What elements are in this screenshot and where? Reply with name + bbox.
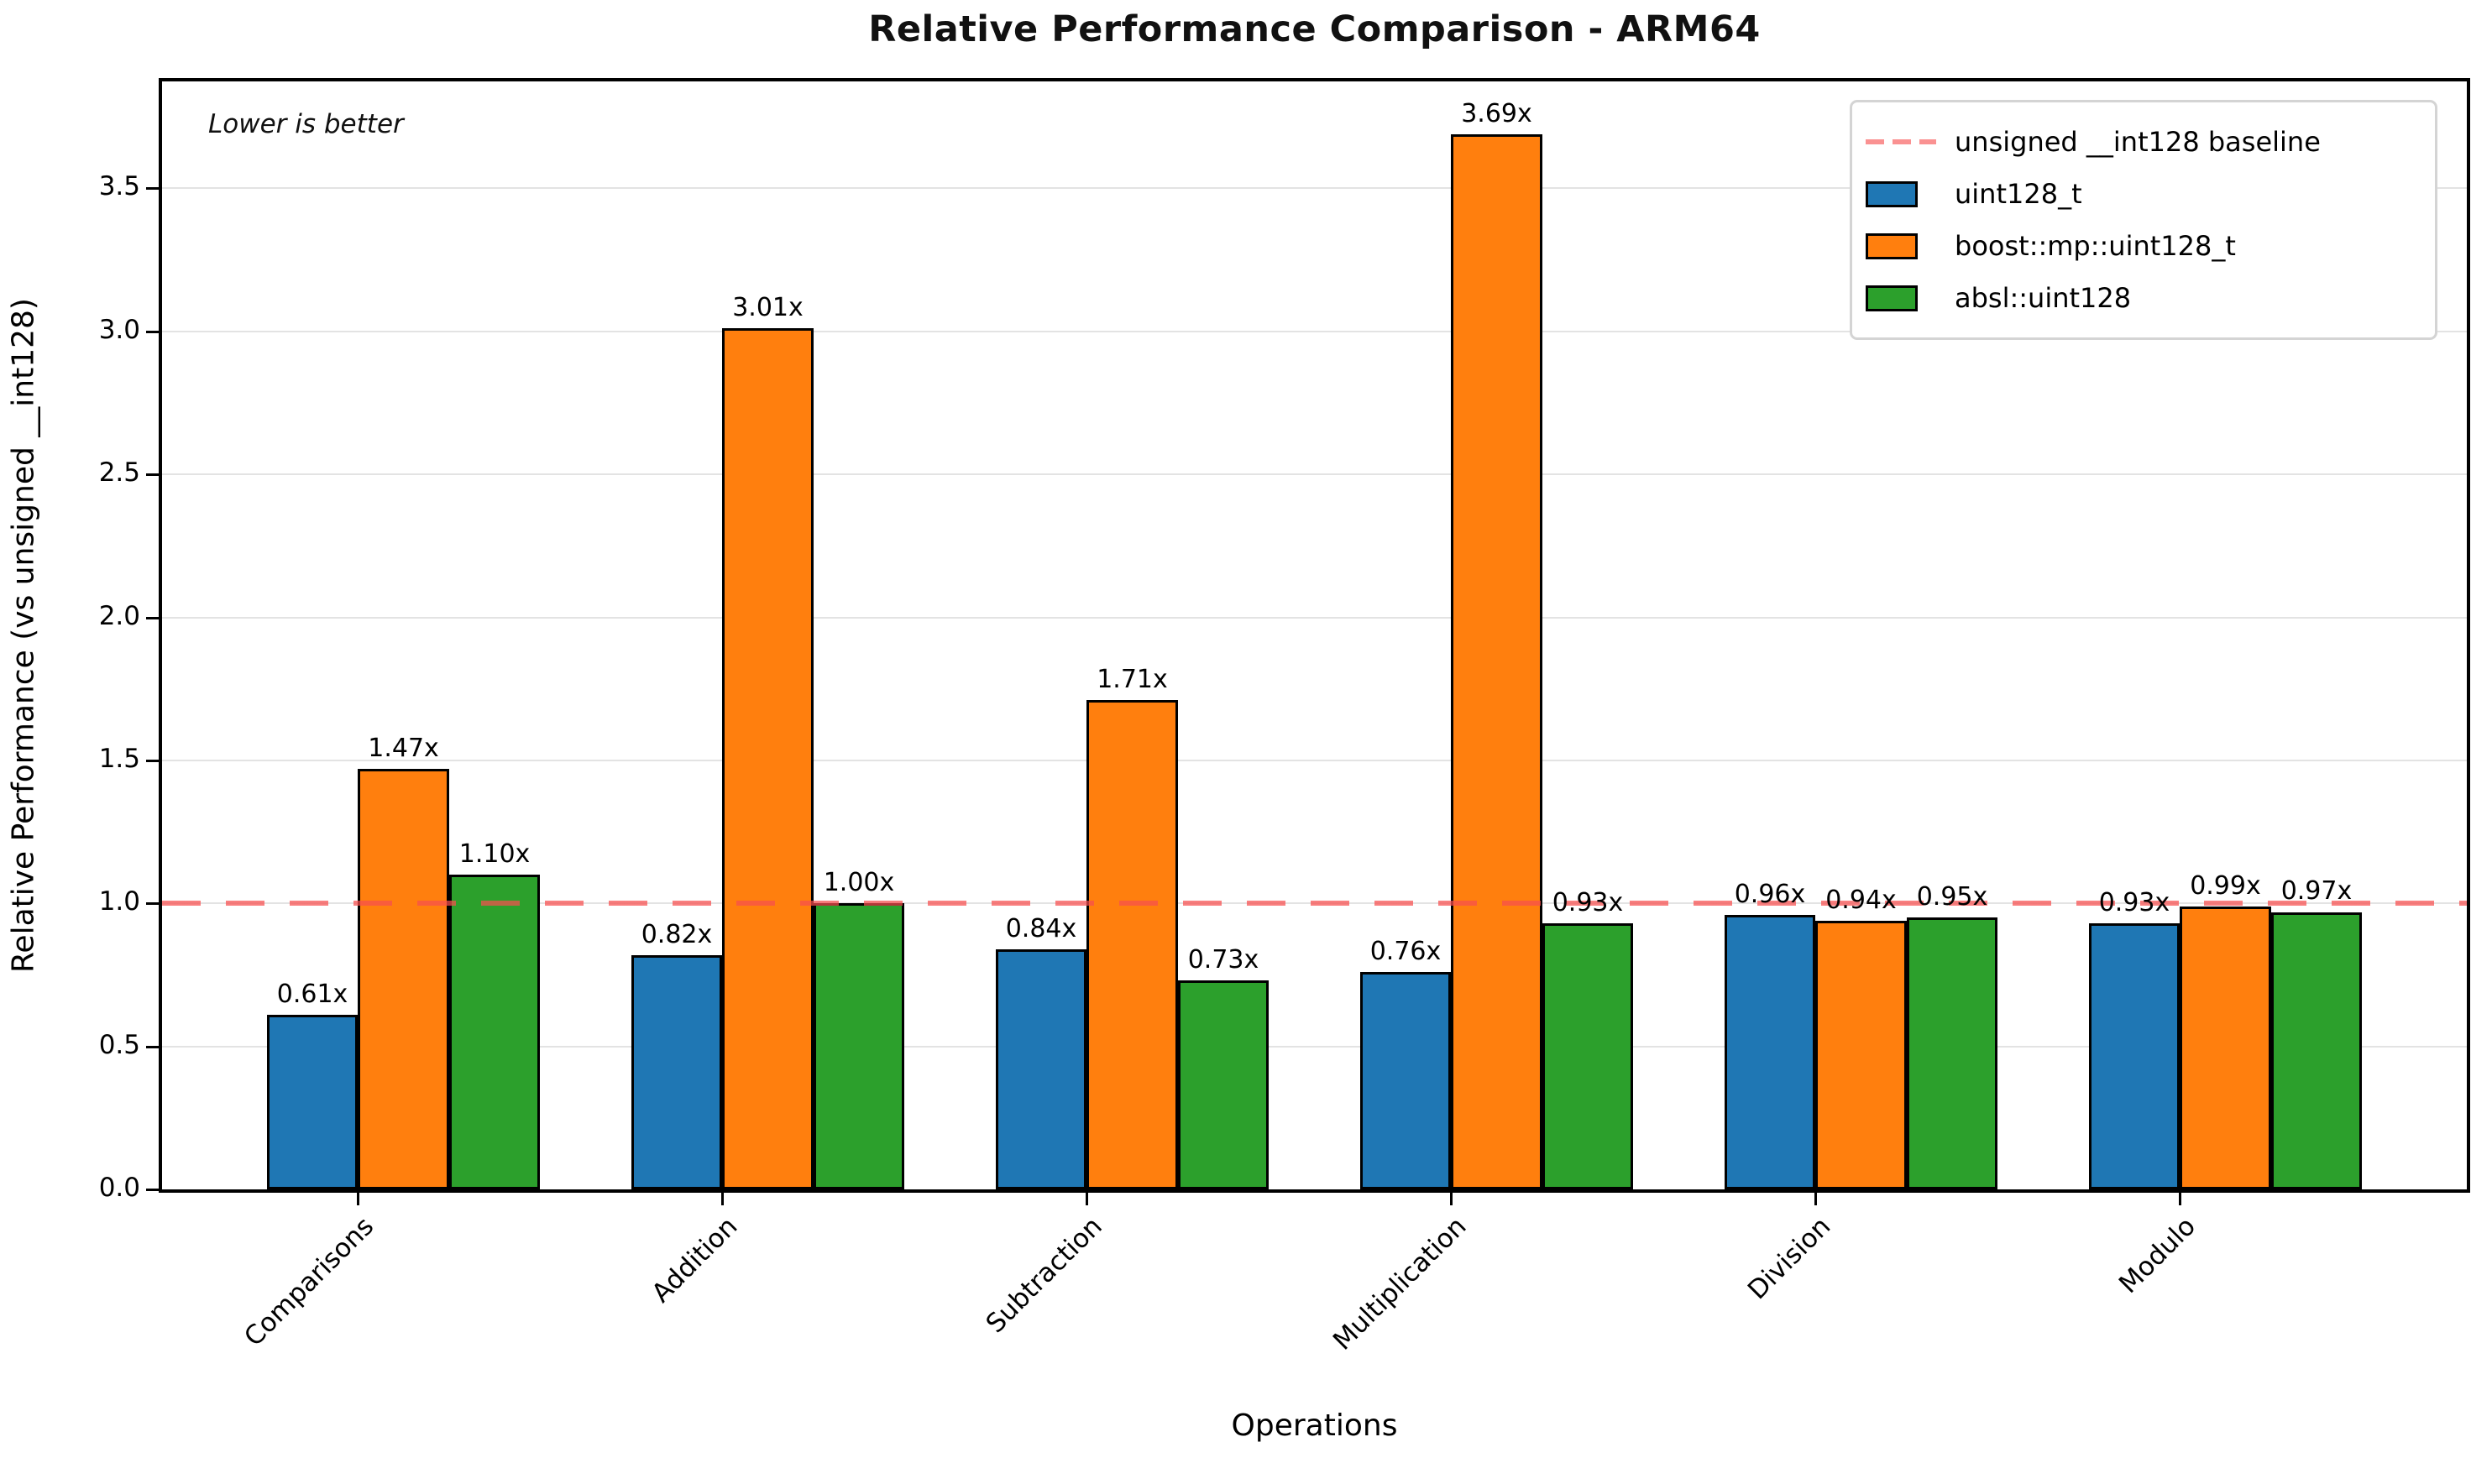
bar-value-label-absl-uint128-comparisons: 1.10x [458, 839, 531, 870]
y-tick-label-0.5: 0.5 [98, 1029, 140, 1060]
bar-value-label-boost-mp-uint128-t-subtraction: 1.71x [1097, 665, 1168, 695]
y-tick-mark-3.5 [146, 187, 159, 191]
x-tick-mark-modulo [2178, 1193, 2181, 1205]
bar-boost-mp-uint128-t-subtraction [1086, 700, 1178, 1189]
x-tick-label-addition: Addition [646, 1211, 744, 1309]
bar-value-label-uint128-t-multiplication: 0.76x [1369, 937, 1442, 967]
x-tick-label-multiplication: Multiplication [1327, 1211, 1473, 1356]
bar-uint128-t-division [1724, 914, 1816, 1189]
bar-value-label-uint128-t-modulo: 0.93x [2098, 888, 2170, 918]
y-tick-mark-3.0 [146, 330, 159, 333]
bar-value-label-uint128-t-comparisons: 0.61x [276, 980, 348, 1010]
x-tick-label-division: Division [1742, 1211, 1837, 1306]
y-axis-label: Relative Performance (vs unsigned __int1… [6, 298, 41, 973]
gridline-y-3.5 [162, 187, 2467, 190]
gridline-y-2.5 [162, 473, 2467, 476]
legend-label-absl-uint128: absl::uint128 [1955, 282, 2132, 314]
bar-value-label-uint128-t-subtraction: 0.84x [1005, 913, 1077, 943]
bar-boost-mp-uint128-t-addition [722, 328, 814, 1189]
legend-baseline-dashed-line-swatch [1866, 139, 1936, 144]
y-tick-mark-0.0 [146, 1189, 159, 1191]
baseline-line [162, 901, 2467, 907]
legend-label-baseline: unsigned __int128 baseline [1955, 126, 2321, 158]
bar-boost-mp-uint128-t-division [1815, 920, 1907, 1189]
x-axis-label: Operations [1231, 1408, 1398, 1443]
y-tick-label-1.0: 1.0 [98, 886, 140, 917]
bar-uint128-t-addition [631, 954, 723, 1189]
bar-value-label-boost-mp-uint128-t-comparisons: 1.47x [368, 734, 439, 764]
legend-row-absl-uint128: absl::uint128 [1866, 272, 2418, 324]
gridline-y-1.5 [162, 759, 2467, 761]
bar-absl-uint128-modulo [2270, 912, 2363, 1189]
y-tick-label-3.5: 3.5 [98, 171, 140, 202]
bar-absl-uint128-division [1906, 917, 1998, 1189]
legend-row-boost-mp-uint128_t: boost::mp::uint128_t [1866, 220, 2418, 272]
y-tick-mark-0.5 [146, 1045, 159, 1048]
y-tick-mark-2.0 [146, 616, 159, 619]
x-tick-mark-comparisons [356, 1193, 359, 1205]
legend-handle [1866, 233, 1936, 259]
bar-boost-mp-uint128-t-comparisons [358, 769, 449, 1189]
legend-swatch-uint128_t [1866, 180, 1918, 207]
x-tick-label-subtraction: Subtraction [980, 1211, 1108, 1340]
y-tick-label-3.0: 3.0 [98, 314, 140, 345]
bar-uint128-t-modulo [2088, 923, 2180, 1189]
y-tick-label-2.5: 2.5 [98, 457, 140, 489]
y-tick-label-0.0: 0.0 [98, 1173, 140, 1203]
legend-handle [1866, 180, 1936, 207]
bar-uint128-t-subtraction [995, 948, 1087, 1189]
legend-row-baseline: unsigned __int128 baseline [1866, 116, 2418, 168]
bar-value-label-boost-mp-uint128-t-addition: 3.01x [732, 293, 804, 323]
x-tick-mark-subtraction [1085, 1193, 1088, 1205]
chart-title: Relative Performance Comparison - ARM64 [868, 8, 1761, 50]
bar-value-label-absl-uint128-subtraction: 0.73x [1187, 945, 1259, 975]
legend: unsigned __int128 baseline uint128_t boo… [1850, 100, 2437, 340]
legend-label-uint128_t: uint128_t [1955, 178, 2082, 210]
gridline-y-2.0 [162, 616, 2467, 619]
bar-value-label-boost-mp-uint128-t-modulo: 0.99x [2190, 870, 2261, 901]
bar-value-label-boost-mp-uint128-t-division: 0.94x [1825, 885, 1897, 915]
x-tick-label-comparisons: Comparisons [238, 1211, 380, 1353]
bar-absl-uint128-subtraction [1177, 980, 1270, 1189]
x-tick-mark-division [1814, 1193, 1817, 1205]
annotation-lower-is-better: Lower is better [208, 109, 404, 139]
y-tick-mark-1.5 [146, 759, 159, 762]
bar-boost-mp-uint128-t-modulo [2180, 906, 2271, 1189]
y-tick-mark-2.5 [146, 473, 159, 477]
gridline-y-0.5 [162, 1045, 2467, 1048]
x-tick-mark-addition [720, 1193, 724, 1205]
bar-value-label-uint128-t-division: 0.96x [1734, 879, 1806, 909]
legend-handle [1866, 139, 1936, 144]
x-tick-label-modulo: Modulo [2112, 1211, 2201, 1300]
bar-value-label-uint128-t-addition: 0.82x [641, 919, 713, 949]
gridline-y-3.0 [162, 330, 2467, 332]
legend-row-uint128_t: uint128_t [1866, 168, 2418, 220]
legend-label-boost-mp-uint128_t: boost::mp::uint128_t [1955, 230, 2236, 262]
bar-uint128-t-multiplication [1359, 972, 1452, 1189]
legend-swatch-boost-mp-uint128_t [1866, 233, 1918, 259]
y-tick-mark-1.0 [146, 902, 159, 906]
legend-swatch-absl-uint128 [1866, 285, 1918, 311]
bar-absl-uint128-comparisons [448, 875, 541, 1189]
bar-value-label-boost-mp-uint128-t-multiplication: 3.69x [1461, 98, 1532, 128]
bar-value-label-absl-uint128-multiplication: 0.93x [1552, 888, 1624, 918]
bar-value-label-absl-uint128-addition: 1.00x [823, 868, 895, 898]
x-tick-mark-multiplication [1449, 1193, 1453, 1205]
bar-uint128-t-comparisons [266, 1015, 359, 1189]
bar-value-label-absl-uint128-division: 0.95x [1916, 882, 1988, 912]
bar-absl-uint128-multiplication [1542, 923, 1634, 1189]
bar-value-label-absl-uint128-modulo: 0.97x [2280, 876, 2353, 907]
y-tick-label-1.5: 1.5 [98, 743, 140, 774]
bar-absl-uint128-addition [813, 903, 905, 1189]
bar-boost-mp-uint128-t-multiplication [1451, 133, 1542, 1189]
legend-handle [1866, 285, 1936, 311]
y-tick-label-2.0: 2.0 [98, 600, 140, 631]
